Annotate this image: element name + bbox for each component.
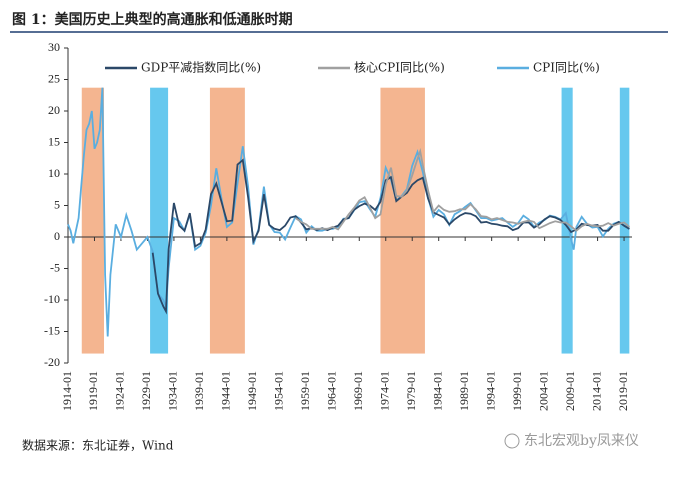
x-tick-label: 1979-01 [404, 371, 418, 411]
x-tick-label: 1944-01 [219, 371, 233, 411]
y-tick-label: 25 [48, 71, 60, 85]
y-tick-label: 0 [54, 229, 60, 243]
x-tick-label: 1919-01 [86, 371, 100, 411]
x-tick-label: 1939-01 [192, 371, 206, 411]
x-tick-label: 1954-01 [272, 371, 286, 411]
x-tick-label: 1969-01 [351, 371, 365, 411]
legend-label: CPI同比(%) [533, 61, 600, 75]
x-tick-label: 1929-01 [139, 371, 153, 411]
x-tick-label: 1964-01 [325, 371, 339, 411]
y-tick-label: -5 [50, 260, 60, 274]
y-tick-label: 15 [48, 134, 60, 148]
x-tick-label: 1989-01 [457, 371, 471, 411]
shaded-period [619, 87, 630, 354]
line-series [295, 147, 630, 232]
legend-label: 核心CPI同比(%) [354, 61, 445, 75]
source-note: 数据来源：东北证券，Wind [22, 438, 174, 453]
watermark-icon [504, 433, 520, 449]
x-tick-label: 1914-01 [60, 371, 74, 411]
shaded-period [380, 87, 425, 354]
x-tick-label: 2014-01 [589, 371, 603, 411]
x-tick-label: 1924-01 [113, 371, 127, 411]
x-tick-label: 2004-01 [536, 371, 550, 411]
y-tick-label: 5 [54, 197, 60, 211]
y-tick-label: 10 [48, 166, 60, 180]
x-tick-label: 1974-01 [377, 371, 391, 411]
x-tick-label: 1984-01 [430, 371, 444, 411]
x-tick-label: 1949-01 [245, 371, 259, 411]
watermark: 东北宏观by凤来仪 [524, 433, 639, 449]
y-tick-label: -15 [44, 323, 60, 337]
y-tick-label: 30 [48, 40, 60, 54]
y-tick-label: -10 [44, 292, 60, 306]
x-tick-label: 1934-01 [166, 371, 180, 411]
y-tick-label: -20 [44, 355, 60, 369]
x-tick-label: 1959-01 [298, 371, 312, 411]
x-tick-label: 1994-01 [483, 371, 497, 411]
legend-label: GDP平减指数同比(%) [141, 60, 261, 75]
x-tick-label: 1999-01 [510, 371, 524, 411]
x-tick-label: 2019-01 [616, 371, 630, 411]
y-tick-label: 20 [48, 103, 60, 117]
shaded-period [81, 87, 105, 354]
shaded-period [150, 87, 169, 354]
chart-title: 图 1：美国历史上典型的高通胀和低通胀时期 [12, 11, 293, 28]
x-tick-label: 2009-01 [563, 371, 577, 411]
